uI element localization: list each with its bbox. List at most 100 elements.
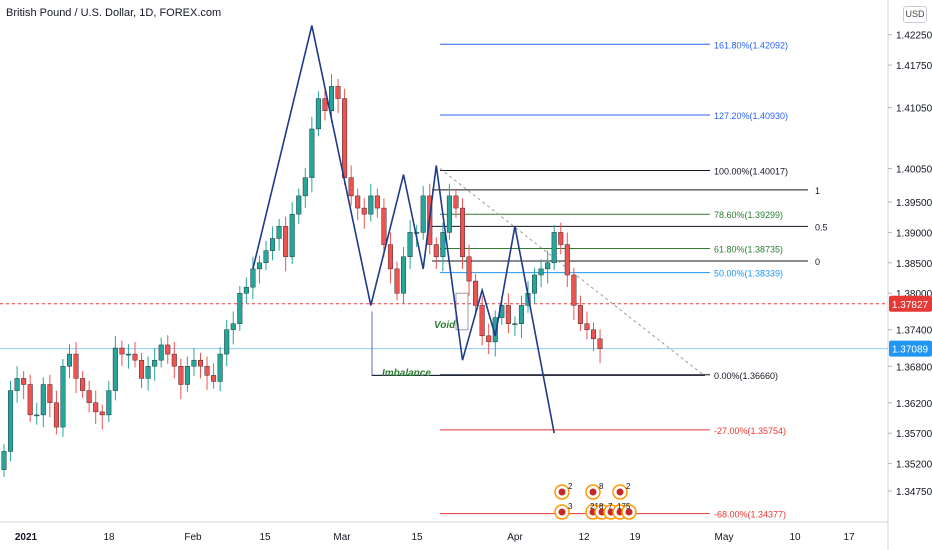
candle-body — [250, 268, 256, 288]
candle-body — [80, 378, 86, 391]
candle-body — [152, 359, 158, 367]
candle-body — [342, 98, 348, 178]
candle-body — [558, 232, 564, 245]
time-tick-label: Apr — [507, 532, 523, 543]
candle-body — [53, 402, 59, 428]
candle-body — [577, 305, 583, 324]
candle-body — [73, 353, 79, 379]
candle-body — [374, 195, 380, 209]
fib-level-label: 127.20%(1.40930) — [714, 111, 788, 121]
candle-body — [132, 353, 138, 361]
candle-body — [361, 207, 367, 215]
candle-body — [335, 86, 341, 99]
currency-button[interactable]: USD — [903, 6, 927, 23]
fib-level-label: 78.60%(1.39299) — [714, 210, 783, 220]
price-tag — [889, 295, 932, 312]
candle-body — [315, 98, 321, 130]
fib-level-label: -27.00%(1.35754) — [714, 426, 786, 436]
candle-body — [296, 195, 302, 215]
fib-level-label: 61.80%(1.38735) — [714, 245, 783, 255]
candle-body — [446, 195, 452, 233]
candle-body — [21, 378, 27, 385]
candle-body — [505, 305, 511, 324]
price-tag-label: 1.37827 — [892, 300, 929, 311]
candle-body — [125, 353, 131, 356]
candle-body — [486, 335, 492, 343]
candle-body — [14, 378, 20, 391]
candle-body — [243, 286, 249, 294]
price-tick-label: 1.34750 — [896, 487, 932, 498]
candle-body — [237, 293, 243, 324]
candle-body — [106, 390, 112, 416]
candle-body — [473, 280, 479, 306]
event-badge-count: 21 — [590, 502, 599, 511]
candle-body — [224, 329, 230, 355]
price-tag-label: 1.37089 — [892, 345, 929, 356]
time-tick-label: 18 — [103, 532, 115, 543]
candle-body — [204, 366, 210, 376]
candle-body — [512, 323, 518, 325]
event-badge-count: 5 — [626, 502, 631, 511]
event-badge-count: 17 — [617, 502, 626, 511]
flag-icon — [558, 508, 566, 516]
candle-body — [479, 305, 485, 337]
price-tag — [889, 340, 932, 357]
imbalance-box — [371, 311, 470, 376]
candle-body — [139, 359, 145, 379]
time-tick-label: 15 — [259, 532, 271, 543]
candle-body — [276, 226, 282, 239]
candle-body — [256, 262, 262, 270]
candle-body — [119, 347, 125, 355]
candle-body — [420, 195, 426, 233]
price-tick-label: 1.39000 — [896, 228, 932, 239]
candle-body — [381, 207, 387, 245]
candle-body — [8, 390, 14, 452]
fib-level-label: 0.00%(1.36660) — [714, 371, 778, 381]
time-tick-label: 10 — [789, 532, 801, 543]
candle-body — [532, 274, 538, 294]
candle-body — [309, 128, 315, 178]
price-tick-label: 1.38500 — [896, 259, 932, 270]
event-badge-count: 2 — [568, 482, 573, 491]
price-tick-label: 1.42250 — [896, 31, 932, 42]
candle-body — [348, 177, 354, 197]
candle-body — [217, 353, 223, 382]
candle-body — [99, 411, 105, 416]
event-badge-count: 2 — [626, 482, 631, 491]
zigzag-pattern-line — [252, 25, 555, 434]
fib-level-label: -68.00%(1.34377) — [714, 510, 786, 520]
time-tick-label: Feb — [184, 532, 202, 543]
candle-body — [401, 256, 407, 294]
price-tick-label: 1.37400 — [896, 326, 932, 337]
price-tick-label: 1.36200 — [896, 399, 932, 410]
candle-body — [34, 414, 40, 417]
flag-icon — [558, 488, 566, 496]
flag-icon — [589, 488, 597, 496]
candle-body — [178, 366, 184, 385]
candle-body — [40, 384, 46, 416]
candle-body — [27, 384, 33, 416]
event-badge-count: 7 — [608, 502, 613, 511]
candle-body — [230, 323, 236, 330]
candle-body — [171, 353, 177, 367]
time-tick-label: 2021 — [15, 532, 38, 543]
fib-level-label: 100.00%(1.40017) — [714, 167, 788, 177]
candle-body — [440, 232, 446, 257]
price-tick-label: 1.35200 — [896, 460, 932, 471]
event-badge-count: 8 — [599, 502, 604, 511]
candle-body — [538, 268, 544, 276]
candle-body — [112, 347, 118, 391]
candle-body — [60, 366, 66, 428]
candle-body — [93, 402, 99, 413]
candle-body — [322, 98, 328, 111]
candle-body — [394, 268, 400, 294]
candle-body — [329, 86, 335, 111]
candle-body — [597, 338, 603, 349]
time-tick-label: 15 — [411, 532, 423, 543]
candle-body — [584, 323, 590, 330]
candle-body — [591, 329, 597, 340]
time-tick-label: 17 — [843, 532, 855, 543]
candle-body — [518, 305, 524, 324]
time-tick-label: 19 — [629, 532, 641, 543]
